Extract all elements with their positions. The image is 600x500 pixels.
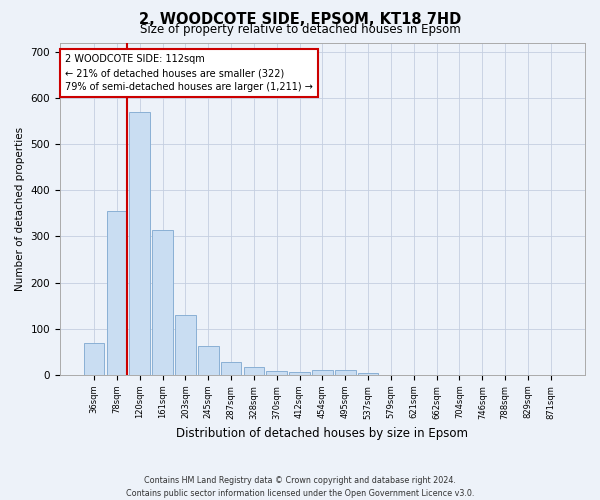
Bar [221,362,241,375]
Text: Contains HM Land Registry data © Crown copyright and database right 2024.
Contai: Contains HM Land Registry data © Crown c… [126,476,474,498]
Bar [358,372,379,375]
Bar [244,367,264,375]
Bar [175,315,196,375]
Y-axis label: Number of detached properties: Number of detached properties [15,126,25,291]
Bar [289,372,310,375]
Bar [152,230,173,375]
Text: Size of property relative to detached houses in Epsom: Size of property relative to detached ho… [140,22,460,36]
Bar [84,342,104,375]
Text: 2, WOODCOTE SIDE, EPSOM, KT18 7HD: 2, WOODCOTE SIDE, EPSOM, KT18 7HD [139,12,461,28]
Text: 2 WOODCOTE SIDE: 112sqm
← 21% of detached houses are smaller (322)
79% of semi-d: 2 WOODCOTE SIDE: 112sqm ← 21% of detache… [65,54,313,92]
Bar [335,370,356,375]
X-axis label: Distribution of detached houses by size in Epsom: Distribution of detached houses by size … [176,427,469,440]
Bar [130,112,150,375]
Bar [266,372,287,375]
Bar [107,211,127,375]
Bar [198,346,218,375]
Bar [312,370,333,375]
